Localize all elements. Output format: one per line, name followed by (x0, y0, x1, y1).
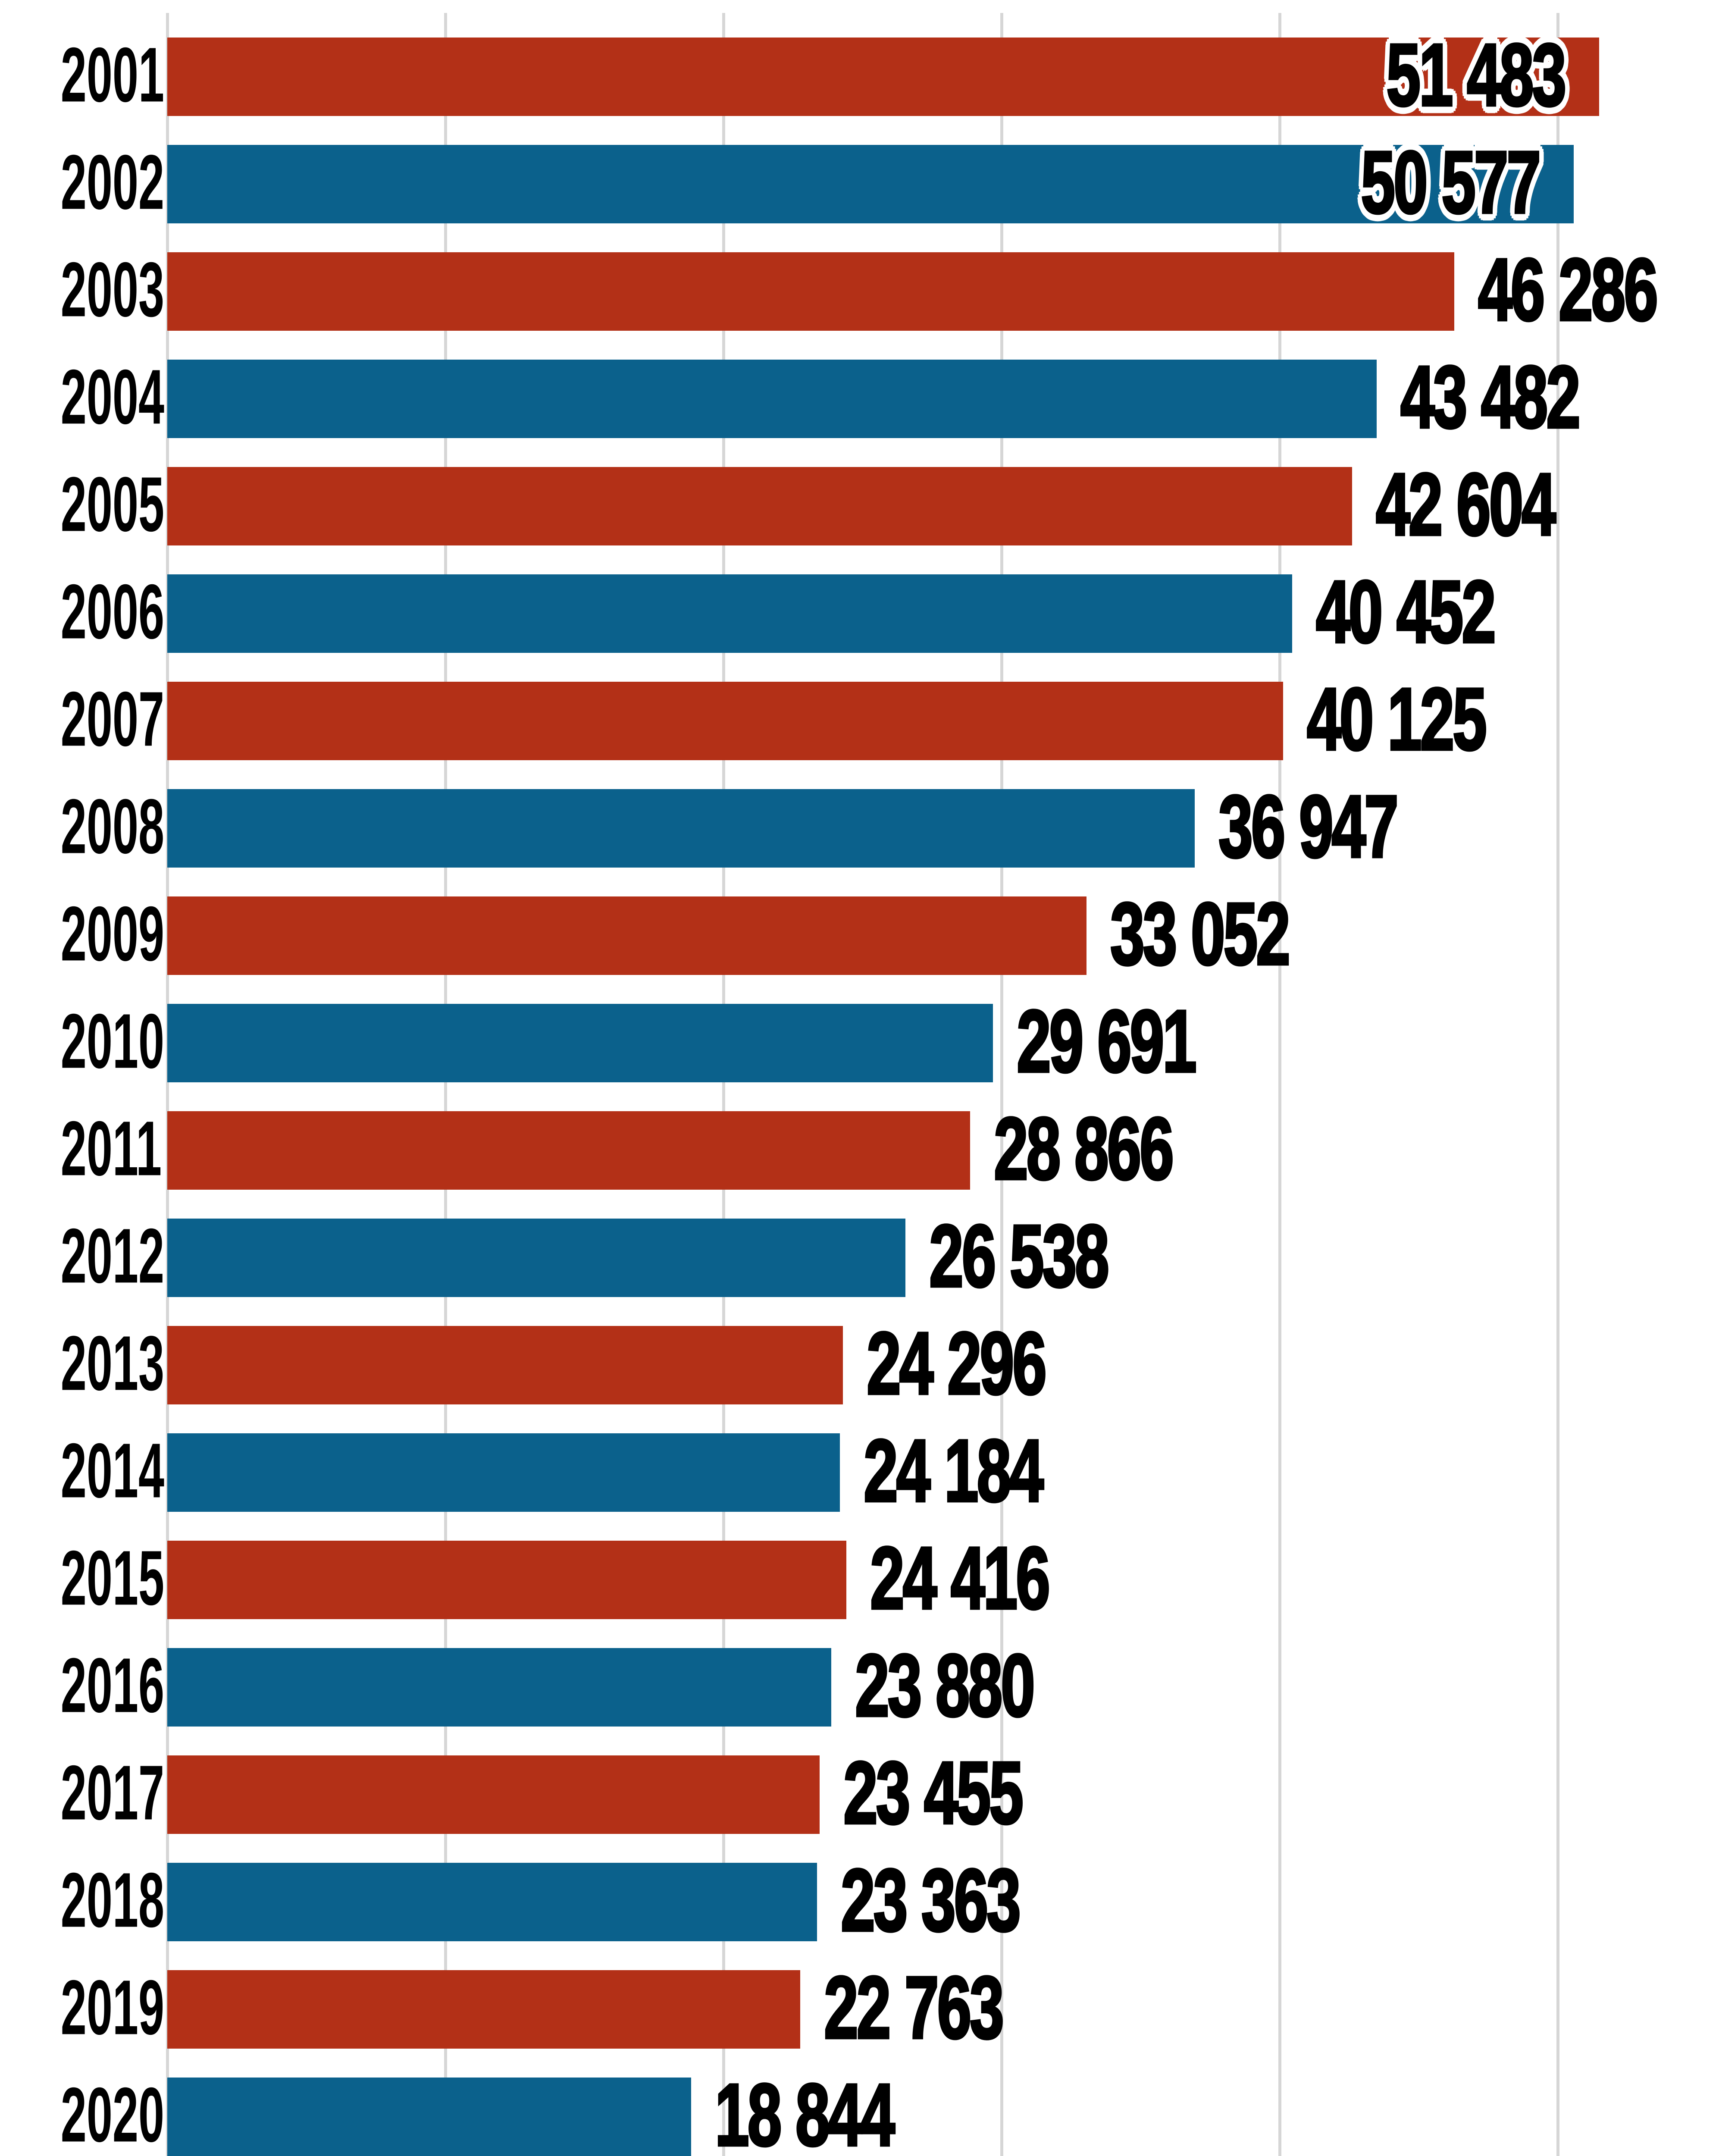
value-label-2012: 26 538 (928, 1206, 1110, 1306)
year-label-2007: 2007 (60, 676, 165, 763)
chart-row-2005: 2005 42 604 (0, 459, 1719, 550)
year-label-2017: 2017 (60, 1749, 165, 1836)
chart-row-2010: 2010 29 691 (0, 996, 1719, 1087)
year-label-2014: 2014 (60, 1427, 165, 1514)
chart-row-2004: 2004 43 482 (0, 351, 1719, 442)
value-label-2002: 50 577 (1360, 133, 1542, 232)
bar-2018 (167, 1863, 817, 1941)
year-label-2019: 2019 (60, 1964, 165, 2051)
bar-2017 (167, 1755, 820, 1834)
bar-2004 (167, 360, 1377, 438)
value-label-2014: 24 184 (863, 1421, 1045, 1520)
chart-row-2015: 2015 24 416 (0, 1532, 1719, 1623)
chart-row-2019: 2019 22 763 (0, 1962, 1719, 2053)
year-label-2010: 2010 (60, 998, 165, 1085)
value-label-2001: 51 483 (1385, 25, 1567, 125)
chart-row-2006: 2006 40 452 (0, 566, 1719, 657)
chart-row-2002: 2002 50 577 (0, 137, 1719, 228)
bar-2016 (167, 1648, 832, 1727)
year-label-2011: 2011 (60, 1105, 162, 1192)
value-label-2007: 40 125 (1306, 670, 1488, 769)
bar-2002 (167, 145, 1574, 223)
year-label-2012: 2012 (60, 1213, 165, 1300)
value-label-2010: 29 691 (1016, 992, 1198, 1091)
value-label-2006: 40 452 (1315, 562, 1497, 661)
bar-2020 (167, 2078, 692, 2156)
chart-row-2007: 2007 40 125 (0, 674, 1719, 765)
year-label-2005: 2005 (60, 461, 165, 548)
gridline-20000 (722, 13, 725, 2156)
chart-row-2003: 2003 46 286 (0, 244, 1719, 335)
year-label-2001: 2001 (60, 31, 165, 119)
chart-row-2009: 2009 33 052 (0, 888, 1719, 979)
gridline-40000 (1278, 13, 1281, 2156)
value-label-2013: 24 296 (866, 1314, 1048, 1413)
value-label-2016: 23 880 (854, 1636, 1036, 1735)
chart-row-2013: 2013 24 296 (0, 1318, 1719, 1409)
chart-row-2014: 2014 24 184 (0, 1425, 1719, 1516)
chart-row-2011: 2011 28 866 (0, 1103, 1719, 1194)
bar-2013 (167, 1326, 843, 1404)
bar-2019 (167, 1970, 801, 2049)
chart-row-2012: 2012 26 538 (0, 1210, 1719, 1301)
bar-2012 (167, 1219, 905, 1297)
value-label-2018: 23 363 (840, 1851, 1022, 1950)
bar-2010 (167, 1004, 993, 1082)
year-label-2004: 2004 (60, 354, 165, 441)
year-label-2008: 2008 (60, 783, 165, 870)
value-label-2004: 43 482 (1399, 348, 1581, 447)
chart-row-2016: 2016 23 880 (0, 1640, 1719, 1731)
year-label-2016: 2016 (60, 1642, 165, 1729)
bar-2005 (167, 467, 1352, 545)
bar-2009 (167, 896, 1087, 975)
value-label-2015: 24 416 (869, 1529, 1051, 1628)
bar-2003 (167, 252, 1455, 331)
year-label-2015: 2015 (60, 1535, 165, 1622)
year-label-2006: 2006 (60, 568, 165, 655)
year-label-2018: 2018 (60, 1857, 165, 1944)
bar-2015 (167, 1541, 846, 1619)
chart-row-2020: 2020 18 844 (0, 2069, 1719, 2156)
value-label-2003: 46 286 (1477, 240, 1659, 339)
gridline-30000 (1000, 13, 1003, 2156)
value-label-2019: 22 763 (823, 1958, 1005, 2057)
value-label-2011: 28 866 (993, 1099, 1175, 1198)
bar-2011 (167, 1111, 970, 1190)
bar-2007 (167, 682, 1284, 760)
bar-2006 (167, 574, 1293, 653)
chart-row-2001: 2001 51 483 (0, 29, 1719, 120)
year-label-2003: 2003 (60, 246, 165, 333)
year-label-2009: 2009 (60, 890, 165, 978)
chart-row-2018: 2018 23 363 (0, 1855, 1719, 1946)
year-label-2013: 2013 (60, 1320, 165, 1407)
year-label-2020: 2020 (60, 2071, 165, 2156)
chart-row-2008: 2008 36 947 (0, 781, 1719, 872)
gridline-50000 (1556, 13, 1559, 2156)
gridline-0 (166, 13, 169, 2156)
bar-2008 (167, 789, 1195, 868)
year-label-2002: 2002 (60, 139, 165, 226)
value-label-2020: 18 844 (714, 2065, 896, 2156)
value-label-2009: 33 052 (1109, 884, 1291, 984)
bar-2001 (167, 38, 1599, 116)
gridline-10000 (444, 13, 447, 2156)
bar-2014 (167, 1433, 840, 1512)
value-label-2005: 42 604 (1375, 455, 1557, 554)
chart-row-2017: 2017 23 455 (0, 1747, 1719, 1838)
value-label-2008: 36 947 (1218, 777, 1400, 876)
value-label-2017: 23 455 (842, 1743, 1024, 1843)
